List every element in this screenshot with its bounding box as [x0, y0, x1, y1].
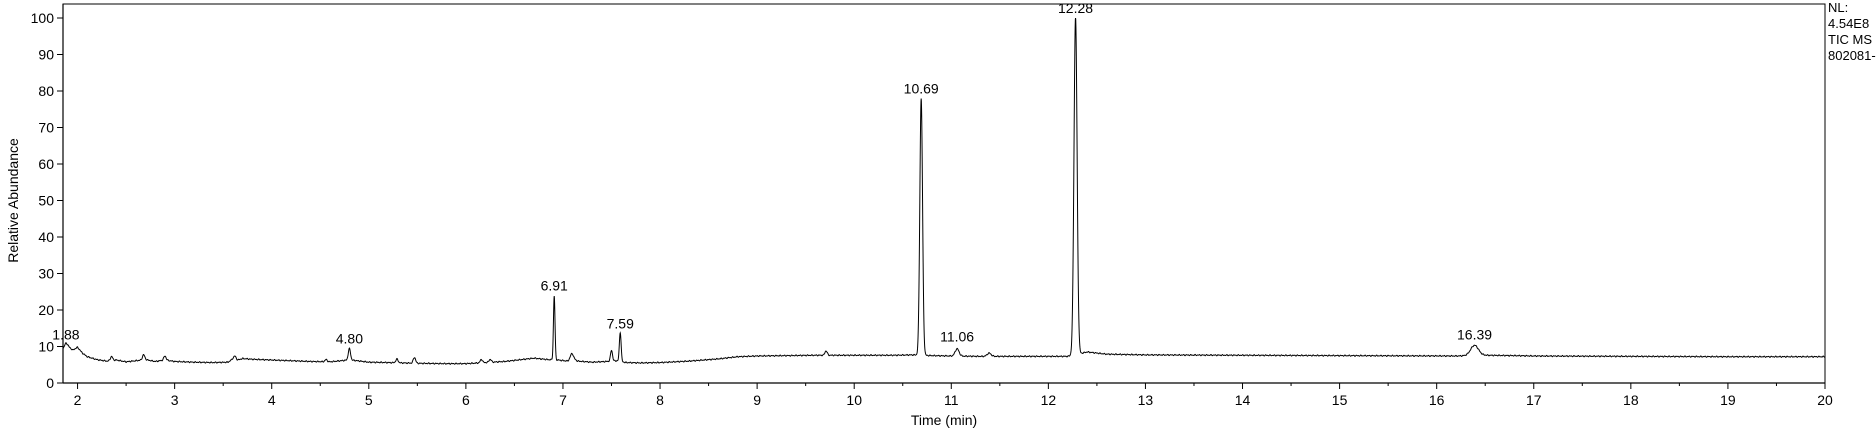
- tic-trace: [62, 17, 1826, 365]
- x-tick-label: 12: [1041, 392, 1057, 408]
- peak-label: 6.91: [541, 277, 568, 293]
- y-tick-label: 10: [38, 339, 54, 355]
- x-tick-label: 11: [944, 392, 959, 408]
- x-tick-label: 9: [753, 392, 761, 408]
- x-tick-label: 5: [365, 392, 373, 408]
- x-tick-label: 10: [846, 392, 862, 408]
- x-tick-label: 7: [559, 392, 567, 408]
- axes-group: 0 10 20 30 40 50 60 70 80 90 100 2 3 4 5 6 7 8 9 10 11 12 13 14…: [31, 3, 1833, 408]
- peak-label: 10.69: [904, 80, 939, 96]
- peak-label: 11.06: [940, 329, 974, 345]
- plot-frame: [62, 3, 1826, 384]
- info-file-name: 802081-: [1828, 48, 1876, 63]
- y-tick-label: 80: [38, 83, 54, 99]
- y-tick-label: 100: [31, 10, 55, 26]
- y-tick-label: 50: [38, 193, 54, 209]
- x-tick-label: 17: [1526, 392, 1542, 408]
- x-tick-label: 20: [1817, 392, 1833, 408]
- y-axis-title: Relative Abundance: [5, 138, 21, 263]
- info-nl-label: NL:: [1828, 0, 1849, 15]
- peak-label: 4.80: [336, 330, 363, 346]
- y-tick-label: 70: [38, 120, 54, 136]
- x-tick-label: 19: [1720, 392, 1736, 408]
- peak-label: 1.88: [52, 327, 79, 343]
- peak-label-group: 1.88 4.80 6.91 7.59 10.69 11.06 12.28 16.39: [52, 0, 1492, 346]
- y-tick-label: 40: [38, 229, 54, 245]
- x-tick-label: 4: [268, 392, 276, 408]
- x-tick-label: 16: [1429, 392, 1445, 408]
- peak-label: 16.39: [1457, 327, 1492, 343]
- y-tick-label: 60: [38, 156, 54, 172]
- y-tick-label: 90: [38, 47, 54, 63]
- x-tick-label: 13: [1138, 392, 1154, 408]
- info-scan-filter: TIC MS: [1828, 32, 1873, 47]
- trace-group: [62, 17, 1826, 365]
- y-tick-label: 20: [38, 302, 54, 318]
- x-tick-label: 6: [462, 392, 470, 408]
- peak-label: 12.28: [1058, 0, 1093, 16]
- x-tick-label: 3: [171, 392, 179, 408]
- y-tick-label: 0: [46, 375, 54, 391]
- x-tick-label: 8: [656, 392, 664, 408]
- x-tick-label: 2: [74, 392, 82, 408]
- x-tick-label: 18: [1623, 392, 1639, 408]
- x-tick-label: 15: [1332, 392, 1348, 408]
- peak-label: 7.59: [607, 316, 634, 332]
- x-axis-title: Time (min): [911, 412, 977, 428]
- info-nl-value: 4.54E8: [1828, 16, 1870, 31]
- y-tick-label: 30: [38, 266, 54, 282]
- x-tick-label: 14: [1235, 392, 1251, 408]
